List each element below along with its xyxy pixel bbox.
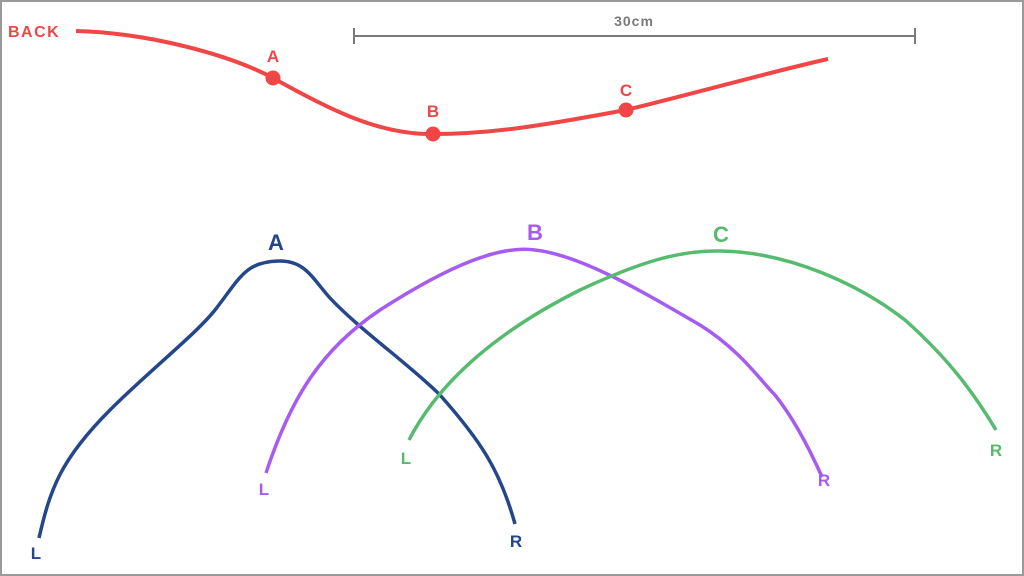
cross-section-c-label: C xyxy=(713,222,729,247)
back-point-b-label: B xyxy=(427,102,439,121)
back-point-a-label: A xyxy=(267,47,279,66)
cross-section-b-label: B xyxy=(527,220,543,245)
cross-section-a-label: A xyxy=(268,230,284,255)
scale-label: 30cm xyxy=(614,13,654,29)
scale-bar xyxy=(353,28,916,44)
cross-section-b-curve xyxy=(264,247,824,478)
cross-section-a-right-label: R xyxy=(510,532,522,551)
back-curve xyxy=(75,29,829,137)
back-point-c xyxy=(618,102,634,118)
back-point-a xyxy=(265,70,281,86)
cross-section-b-left-label: L xyxy=(259,480,269,499)
cross-section-c-left-label: L xyxy=(401,449,411,468)
back-point-c-label: C xyxy=(620,81,632,100)
cross-section-a-left-label: L xyxy=(31,544,41,563)
cross-section-b-right-label: R xyxy=(818,471,830,490)
back-point-b xyxy=(425,126,441,142)
cross-section-a-curve xyxy=(37,259,517,539)
cross-section-c-curve xyxy=(407,249,998,441)
cross-section-c-right-label: R xyxy=(990,441,1002,460)
back-label: BACK xyxy=(8,24,60,41)
